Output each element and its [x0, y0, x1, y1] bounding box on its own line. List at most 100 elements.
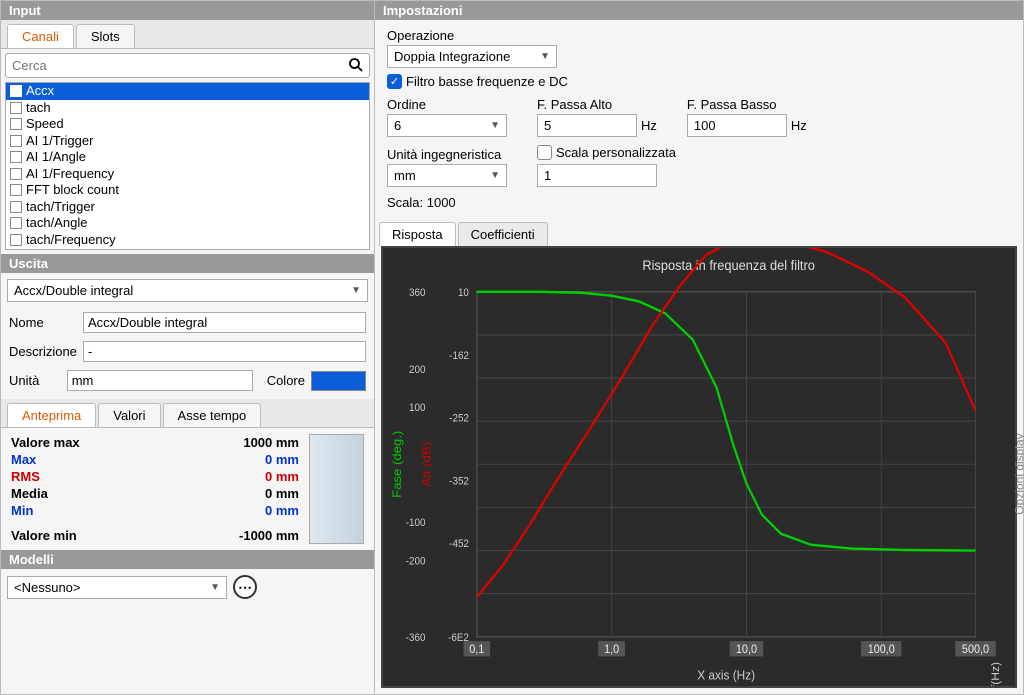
nome-input[interactable]: [83, 312, 366, 333]
chevron-down-icon: ▼: [540, 51, 550, 62]
scala-pers-checkbox[interactable]: [537, 145, 552, 160]
search-icon: [348, 57, 364, 73]
preview-row-label: Min: [11, 503, 33, 518]
channel-item[interactable]: FFT block count: [6, 182, 369, 199]
svg-text:-452: -452: [449, 539, 469, 551]
passa-alto-input[interactable]: [537, 114, 637, 137]
modelli-select[interactable]: <Nessuno> ▼: [7, 576, 227, 599]
svg-text:-100: -100: [406, 518, 426, 530]
chevron-down-icon: ▼: [490, 120, 500, 131]
descrizione-input[interactable]: [83, 341, 366, 362]
ordine-select[interactable]: 6 ▼: [387, 114, 507, 137]
tab-canali[interactable]: Canali: [7, 24, 74, 48]
modelli-select-value: <Nessuno>: [14, 580, 81, 595]
channel-checkbox[interactable]: [10, 102, 22, 114]
svg-text:Fase (deg.): Fase (deg.): [390, 431, 403, 498]
color-swatch[interactable]: [311, 371, 366, 391]
channel-checkbox[interactable]: [10, 168, 22, 180]
channel-label: AI 1/Angle: [26, 149, 86, 166]
passa-basso-unit: Hz: [791, 118, 807, 133]
preview-table: Valore max1000 mmMax0 mmRMS0 mmMedia0 mm…: [11, 434, 364, 544]
svg-text:f(Hz): f(Hz): [991, 662, 1002, 686]
tab-valori[interactable]: Valori: [98, 403, 160, 427]
uscita-select-value: Accx/Double integral: [14, 283, 133, 298]
ordine-label: Ordine: [387, 97, 507, 112]
svg-text:-252: -252: [449, 413, 469, 425]
preview-row: Valore min-1000 mm: [11, 527, 299, 544]
channel-checkbox[interactable]: [10, 118, 22, 130]
preview-row: RMS0 mm: [11, 468, 299, 485]
preview-row: Media0 mm: [11, 485, 299, 502]
unita-ing-value: mm: [394, 168, 416, 183]
scala-pers-input[interactable]: [537, 164, 657, 187]
chevron-down-icon: ▼: [490, 170, 500, 181]
ordine-value: 6: [394, 118, 401, 133]
descrizione-label: Descrizione: [9, 344, 83, 359]
input-header: Input: [1, 1, 374, 20]
tab-coefficienti[interactable]: Coefficienti: [458, 222, 548, 246]
channel-item[interactable]: ✓ Accx: [6, 83, 369, 100]
channel-label: tach/Trigger: [26, 199, 95, 216]
channel-item[interactable]: tach/Frequency: [6, 232, 369, 249]
svg-text:200: 200: [409, 364, 426, 376]
chart-svg: Risposta in frequenza del filtro0,11,010…: [383, 248, 1015, 686]
tab-asse-tempo[interactable]: Asse tempo: [163, 403, 262, 427]
svg-text:100,0: 100,0: [868, 644, 895, 657]
preview-gauge: [309, 434, 364, 544]
search-input[interactable]: [5, 53, 370, 78]
svg-text:1,0: 1,0: [604, 644, 619, 657]
preview-row-label: RMS: [11, 469, 40, 484]
preview-row-value: -1000 mm: [209, 528, 299, 543]
svg-text:Risposta in frequenza del filt: Risposta in frequenza del filtro: [642, 257, 815, 273]
channel-item[interactable]: tach: [6, 100, 369, 117]
tab-slots[interactable]: Slots: [76, 24, 135, 48]
channel-checkbox[interactable]: [10, 135, 22, 147]
channel-checkbox[interactable]: [10, 201, 22, 213]
passa-basso-label: F. Passa Basso: [687, 97, 807, 112]
channel-label: tach/Frequency: [26, 232, 116, 249]
filtro-check-label: Filtro basse frequenze e DC: [406, 74, 568, 89]
svg-text:Att (dB): Att (dB): [420, 442, 433, 487]
preview-row: Min0 mm: [11, 502, 299, 519]
channel-list[interactable]: ✓ AccxtachSpeedAI 1/TriggerAI 1/AngleAI 1…: [5, 82, 370, 250]
svg-text:-200: -200: [406, 556, 426, 568]
tab-anteprima[interactable]: Anteprima: [7, 403, 96, 427]
svg-text:10: 10: [458, 288, 469, 300]
channel-checkbox[interactable]: [10, 217, 22, 229]
uscita-select[interactable]: Accx/Double integral ▼: [7, 279, 368, 302]
channel-checkbox[interactable]: ✓: [10, 85, 22, 97]
channel-item[interactable]: tach/Trigger: [6, 199, 369, 216]
nome-label: Nome: [9, 315, 83, 330]
preview-row-value: 0 mm: [209, 452, 299, 467]
preview-row-label: Valore max: [11, 435, 80, 450]
channel-label: Accx: [26, 83, 54, 100]
passa-alto-unit: Hz: [641, 118, 657, 133]
uscita-header: Uscita: [1, 254, 374, 273]
channel-label: tach/Angle: [26, 215, 87, 232]
channel-label: AI 1/Trigger: [26, 133, 93, 150]
channel-label: Speed: [26, 116, 64, 133]
operazione-value: Doppia Integrazione: [394, 49, 510, 64]
svg-text:X axis (Hz): X axis (Hz): [697, 668, 755, 683]
operazione-select[interactable]: Doppia Integrazione ▼: [387, 45, 557, 68]
channel-checkbox[interactable]: [10, 234, 22, 246]
unita-input[interactable]: [67, 370, 253, 391]
channel-item[interactable]: tach/Angle: [6, 215, 369, 232]
channel-label: tach: [26, 100, 51, 117]
opzioni-display-label[interactable]: Opzioni display: [1012, 433, 1024, 514]
unita-ing-select[interactable]: mm ▼: [387, 164, 507, 187]
channel-item[interactable]: AI 1/Frequency: [6, 166, 369, 183]
scala-label: Scala: 1000: [387, 195, 1011, 210]
svg-text:10,0: 10,0: [736, 644, 757, 657]
channel-checkbox[interactable]: [10, 151, 22, 163]
channel-item[interactable]: AI 1/Angle: [6, 149, 369, 166]
channel-checkbox[interactable]: [10, 184, 22, 196]
modelli-more-button[interactable]: ⋯: [233, 575, 257, 599]
operazione-label: Operazione: [387, 28, 1011, 43]
passa-basso-input[interactable]: [687, 114, 787, 137]
channel-item[interactable]: AI 1/Trigger: [6, 133, 369, 150]
channel-item[interactable]: Speed: [6, 116, 369, 133]
filtro-checkbox[interactable]: ✓: [387, 74, 402, 89]
tab-risposta[interactable]: Risposta: [379, 222, 456, 246]
svg-text:360: 360: [409, 288, 426, 300]
